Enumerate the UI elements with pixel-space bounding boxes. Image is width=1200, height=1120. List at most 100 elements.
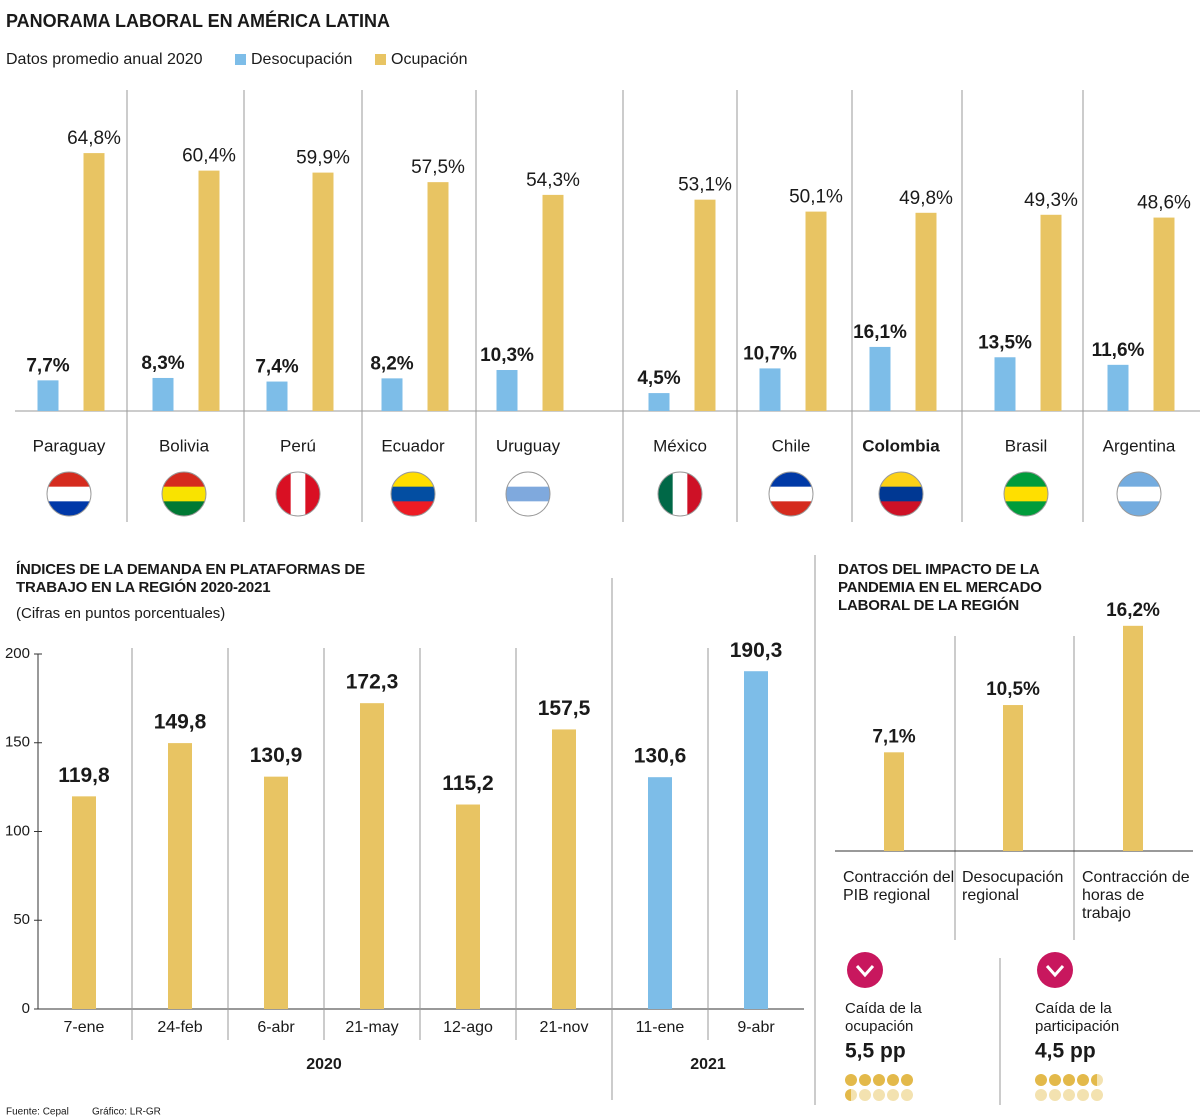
chart-subtitle: (Cifras en puntos porcentuales) <box>16 605 226 622</box>
bar <box>648 393 670 411</box>
bar <box>168 743 192 1009</box>
value-label: 130,6 <box>634 745 687 768</box>
bar <box>1123 625 1143 851</box>
flag-border <box>275 471 321 517</box>
x-tick-label: Uruguay <box>496 436 561 455</box>
bar <box>542 194 564 411</box>
value-label: 57,5% <box>411 157 465 178</box>
bar <box>266 381 288 411</box>
bar <box>694 199 716 411</box>
x-tick-label: 11-ene <box>636 1019 685 1036</box>
value-label: 115,2 <box>442 772 493 795</box>
stat-dot <box>1091 1089 1103 1101</box>
value-label: 49,3% <box>1024 190 1078 211</box>
flag-stripe <box>672 472 688 516</box>
value-label: 7,7% <box>26 355 69 376</box>
bar <box>884 752 904 851</box>
stat-value: 4,5 pp <box>1035 1040 1096 1063</box>
source: Fuente: Cepal <box>6 1107 69 1118</box>
x-tick-label: Colombia <box>862 436 940 455</box>
flag <box>161 471 207 517</box>
flag-stripe <box>1117 501 1161 516</box>
bar <box>264 776 288 1009</box>
flag-stripe <box>47 472 91 488</box>
flag-border <box>768 471 814 517</box>
flag-stripe <box>290 472 306 516</box>
value-label: 10,7% <box>743 343 797 364</box>
flag-border <box>1116 471 1162 517</box>
stat-label: Caída de la participación <box>1035 1000 1120 1035</box>
flag-stripe <box>769 472 813 488</box>
flag-stripe <box>391 486 435 502</box>
x-tick-label: Ecuador <box>381 436 445 455</box>
flag-border <box>161 471 207 517</box>
x-tick-label: Desocupación regional <box>962 869 1064 904</box>
x-tick-label: México <box>653 436 707 455</box>
value-label: 60,4% <box>182 146 236 167</box>
chart-title: DATOS DEL IMPACTO DE LA PANDEMIA EN EL M… <box>838 561 1042 614</box>
stat-dot <box>859 1074 871 1086</box>
x-tick-label: Contracción de horas de trabajo <box>1082 869 1190 922</box>
stat-dot <box>901 1074 913 1086</box>
flag-stripe <box>1117 472 1161 488</box>
stat-label: Caída de la ocupación <box>845 1000 922 1035</box>
flag-stripe <box>162 486 206 502</box>
icon <box>1037 952 1073 988</box>
y-tick-label: 50 <box>13 911 30 928</box>
x-tick-label: Perú <box>280 436 316 455</box>
icon <box>847 952 883 988</box>
bar <box>1153 217 1175 411</box>
icon-chevron <box>855 965 875 978</box>
value-label: 157,5 <box>538 697 591 720</box>
x-tick-label: 6-abr <box>257 1019 295 1036</box>
flag-stripe <box>1117 486 1161 502</box>
stat-dot <box>1077 1089 1089 1101</box>
flag-stripe <box>1004 486 1048 502</box>
x-tick-label: Paraguay <box>33 436 106 455</box>
value-label: 64,8% <box>67 128 121 149</box>
flag-stripe <box>769 486 813 502</box>
y-tick-label: 200 <box>5 645 30 662</box>
stat-dot <box>1035 1089 1047 1101</box>
flag <box>505 471 551 517</box>
flag <box>1003 471 1049 517</box>
bar <box>360 703 384 1009</box>
bar <box>381 378 403 411</box>
flag-stripe <box>162 501 206 516</box>
bar <box>744 671 768 1009</box>
x-tick-label: Bolivia <box>159 436 210 455</box>
flag-border <box>657 471 703 517</box>
value-label: 50,1% <box>789 187 843 208</box>
flag-stripe <box>506 472 550 488</box>
bar <box>83 153 105 411</box>
bar <box>198 170 220 411</box>
bar <box>869 346 891 411</box>
flag-stripe <box>879 472 923 488</box>
bar <box>37 380 59 411</box>
stat-dot <box>1077 1074 1089 1086</box>
credit: Gráfico: LR-GR <box>92 1107 161 1118</box>
value-label: 10,5% <box>986 679 1040 700</box>
flag-stripe <box>879 486 923 502</box>
chart-title: PANORAMA LABORAL EN AMÉRICA LATINA <box>6 10 390 31</box>
value-label: 54,3% <box>526 170 580 191</box>
value-label: 53,1% <box>678 175 732 196</box>
bar <box>994 357 1016 411</box>
stat-dot <box>1049 1074 1061 1086</box>
flag-stripe <box>391 472 435 488</box>
bar <box>496 370 518 411</box>
flag <box>878 471 924 517</box>
stat-dot <box>1063 1074 1075 1086</box>
flag-stripe <box>1004 501 1048 516</box>
flag-stripe <box>391 501 435 516</box>
legend-swatch <box>375 54 386 65</box>
value-label: 48,6% <box>1137 193 1191 214</box>
x-tick-label: 9-abr <box>737 1019 775 1036</box>
flag-stripe <box>1004 472 1048 488</box>
value-label: 8,3% <box>141 353 184 374</box>
stat-dot <box>1035 1074 1047 1086</box>
y-tick-label: 100 <box>5 822 30 839</box>
value-label: 10,3% <box>480 345 534 366</box>
stat-dot <box>887 1074 899 1086</box>
